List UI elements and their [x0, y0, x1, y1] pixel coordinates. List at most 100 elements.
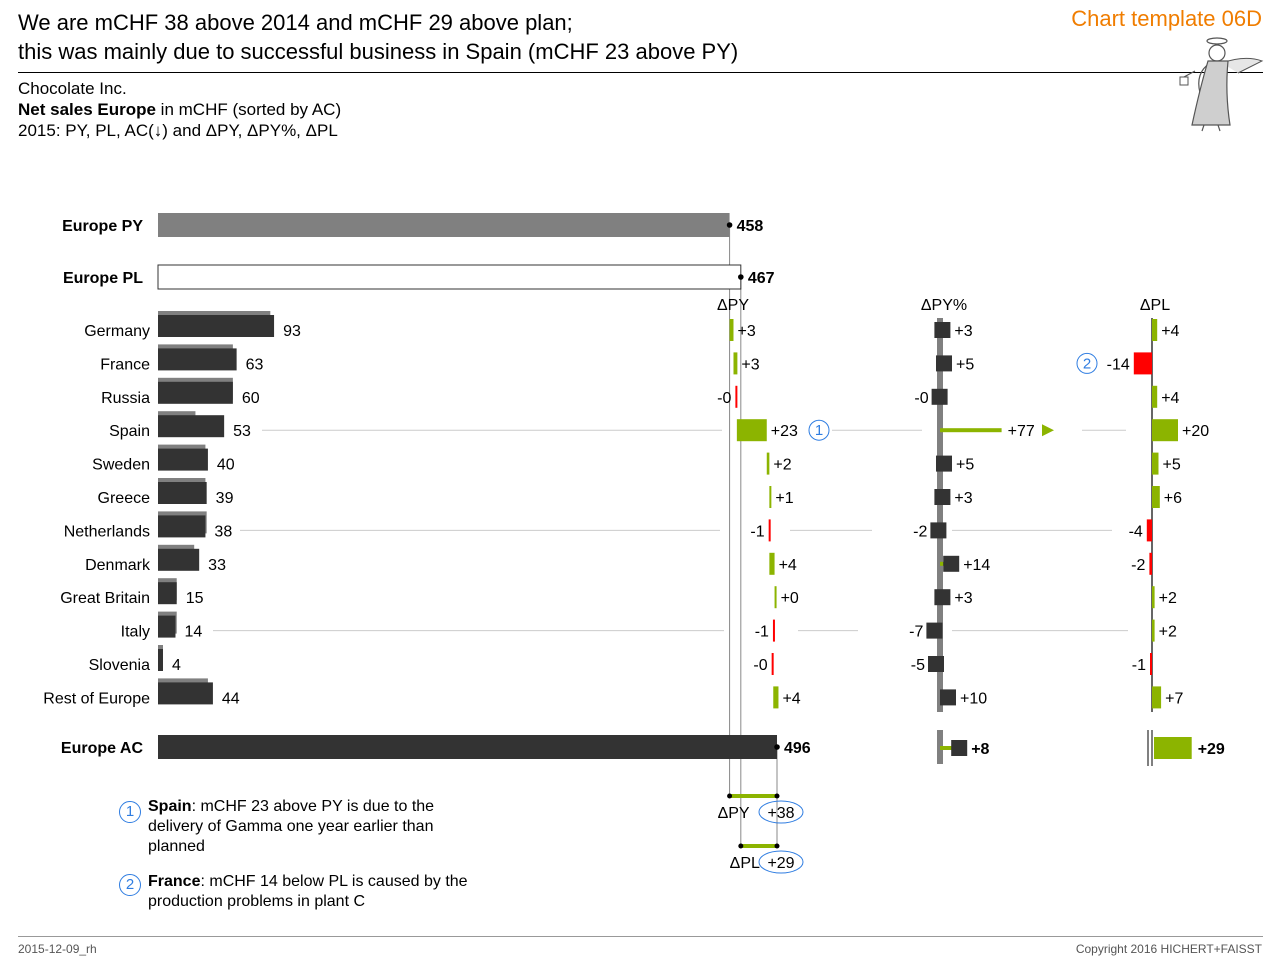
dpl-bar-great-britain: [1152, 586, 1155, 609]
dpy-pct-value-france: +5: [956, 356, 974, 373]
summary-dpl-bar: [740, 844, 778, 848]
dpl-value-italy: +2: [1159, 624, 1177, 641]
ac-value-slovenia: 4: [172, 657, 181, 674]
category-label-france: France: [100, 356, 150, 373]
ac-value-sweden: 40: [217, 457, 235, 474]
footer-divider: [18, 936, 1263, 937]
note-1-text: : mCHF 23 above PY is due to the deliver…: [148, 798, 435, 855]
ac-bar-denmark: [158, 548, 200, 571]
dpy-pct-value-russia: -0: [914, 390, 928, 407]
category-label-sweden: Sweden: [92, 457, 150, 474]
dpl-bar-france: [1133, 352, 1152, 375]
dpy-pct-head-italy: [926, 622, 943, 639]
ac-value-russia: 60: [242, 390, 260, 407]
dpl-value-russia: +4: [1161, 390, 1179, 407]
dpy-value-greece: +1: [775, 490, 793, 507]
template-label: Chart template 06D: [1071, 6, 1262, 31]
dpy-pct-overflow-arrow: [1042, 424, 1054, 437]
ac-bar-russia: [158, 381, 233, 404]
angel-mascot-icon: [1179, 37, 1264, 132]
ac-value-denmark: 33: [208, 557, 226, 574]
note-1: Spain: mCHF 23 above PY is due to the de…: [148, 797, 488, 857]
dpy-pct-head-netherlands: [930, 522, 947, 539]
dpy-pct-value-great-britain: +3: [954, 590, 972, 607]
dpy-pct-total-pin: [940, 746, 960, 750]
summary-dpl-dot-left: [738, 843, 744, 849]
europe-py-label: Europe PY: [62, 218, 143, 235]
note-2: France: mCHF 14 below PL is caused by th…: [148, 872, 488, 912]
dpy-value-france: +3: [741, 356, 759, 373]
ac-value-rest-of-europe: 44: [222, 690, 240, 707]
dpl-bar-sweden: [1152, 452, 1159, 475]
summary-dpl-value-ring: [758, 850, 804, 874]
summary-dpy-value: +38: [767, 805, 794, 822]
category-label-netherlands: Netherlands: [64, 523, 150, 540]
summary-dpy-value-ring: [758, 800, 804, 824]
dpl-value-germany: +4: [1161, 323, 1179, 340]
dpy-pct-value-italy: -7: [909, 624, 923, 641]
dpl-bar-germany: [1152, 319, 1158, 341]
ac-bar-slovenia: [158, 649, 163, 671]
dpl-total-value: +29: [1198, 741, 1225, 758]
dpy-bar-slovenia: [771, 653, 774, 675]
ac-value-italy: 14: [184, 624, 202, 641]
ac-bar-france: [158, 348, 237, 371]
dpy-pct-value-netherlands: -2: [913, 523, 927, 540]
dpy-value-spain: +23: [771, 423, 798, 440]
dpy-value-great-britain: +0: [781, 590, 799, 607]
dpl-bar-russia: [1152, 385, 1158, 408]
dpy-value-italy: -1: [755, 624, 769, 641]
dpy-pct-axis: [937, 318, 943, 712]
dpl-value-sweden: +5: [1163, 457, 1181, 474]
category-label-greece: Greece: [98, 490, 151, 507]
note-2-country: France: [148, 873, 201, 890]
ac-bar-germany: [158, 315, 275, 337]
dpl-bar-netherlands: [1146, 519, 1152, 542]
category-label-denmark: Denmark: [85, 557, 151, 574]
dpl-value-netherlands: -4: [1129, 523, 1143, 540]
ac-bar-netherlands: [158, 515, 206, 538]
title-divider: [18, 72, 1263, 73]
europe-pl-value: 467: [748, 270, 775, 287]
europe-pl-label: Europe PL: [63, 270, 143, 287]
dpy-bar-france: [733, 352, 738, 375]
summary-dpl-label: ΔPL: [730, 855, 760, 872]
dpy-value-russia: -0: [717, 390, 731, 407]
dpy-value-slovenia: -0: [753, 657, 767, 674]
dpy-bar-germany: [729, 319, 734, 341]
france-badge-ring: [1076, 352, 1098, 374]
summary-dpl-value: +29: [767, 855, 794, 872]
dpy-pct-value-greece: +3: [954, 490, 972, 507]
ac-value-spain: 53: [233, 423, 251, 440]
dpy-value-netherlands: -1: [750, 523, 764, 540]
measure-line: Net sales Europe in mCHF (sorted by AC): [18, 99, 341, 120]
ac-value-great-britain: 15: [186, 590, 204, 607]
summary-dpy-bar: [729, 794, 778, 798]
summary-dpl-dot-right: [774, 843, 780, 849]
europe-py-bar: [158, 213, 730, 237]
dpl-bar-slovenia: [1150, 653, 1152, 675]
dpl-value-spain: +20: [1182, 423, 1209, 440]
europe-py-value: 458: [737, 218, 764, 235]
page-title: We are mCHF 38 above 2014 and mCHF 29 ab…: [18, 8, 738, 66]
dpl-value-france: -14: [1107, 356, 1130, 373]
europe-pl-dot: [738, 274, 744, 280]
dpy-pct-head-denmark: [943, 555, 960, 572]
europe-py-dot: [726, 222, 733, 228]
dpy-bar-greece: [769, 486, 772, 508]
dpy-value-sweden: +2: [773, 457, 791, 474]
dpy-bar-spain: [736, 419, 767, 442]
period-line: 2015: PY, PL, AC(↓) and ΔPY, ΔPY%, ΔPL: [18, 121, 338, 140]
dpy-pct-value-rest-of-europe: +10: [960, 690, 987, 707]
ac-bar-rest-of-europe: [158, 682, 213, 705]
footer-date: 2015-12-09_rh: [18, 942, 97, 956]
dpy-pct-head-greece: [934, 489, 951, 505]
dpy-bar-italy: [772, 619, 775, 642]
note-1-badge: 1: [119, 801, 141, 823]
dpy-header: ΔPY: [717, 297, 749, 314]
dpl-total-bar: [1154, 737, 1192, 759]
dpl-value-denmark: -2: [1131, 557, 1145, 574]
dpy-bar-great-britain: [774, 586, 777, 609]
dpy-pct-head-rest-of-europe: [940, 689, 956, 706]
